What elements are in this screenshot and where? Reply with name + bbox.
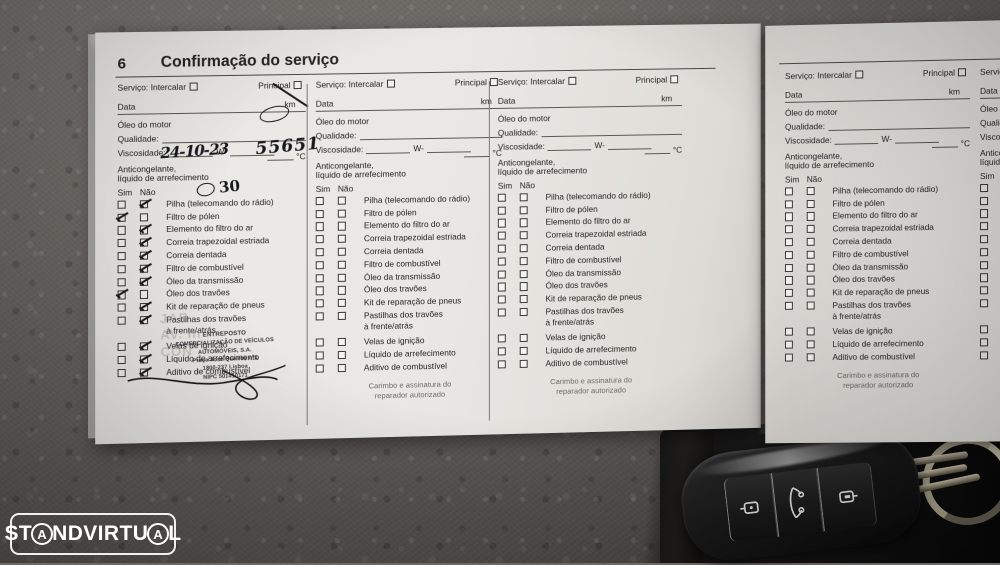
standvirtual-watermark: ST A NDVIRTU A L [5,513,181,555]
watermark-circle-a-1: A [31,523,54,545]
lock-button[interactable] [723,473,779,543]
trunk-button[interactable] [771,468,824,537]
watermark-text-a: ST [4,522,33,545]
watermark-text-b: NDVIRTU [52,522,149,545]
watermark-circle-a-2: A [147,523,170,545]
unlock-button[interactable] [816,461,878,532]
fob-button-panel [723,461,878,543]
car-key-fob [672,427,1000,565]
watermark-text-c: L [168,522,182,545]
